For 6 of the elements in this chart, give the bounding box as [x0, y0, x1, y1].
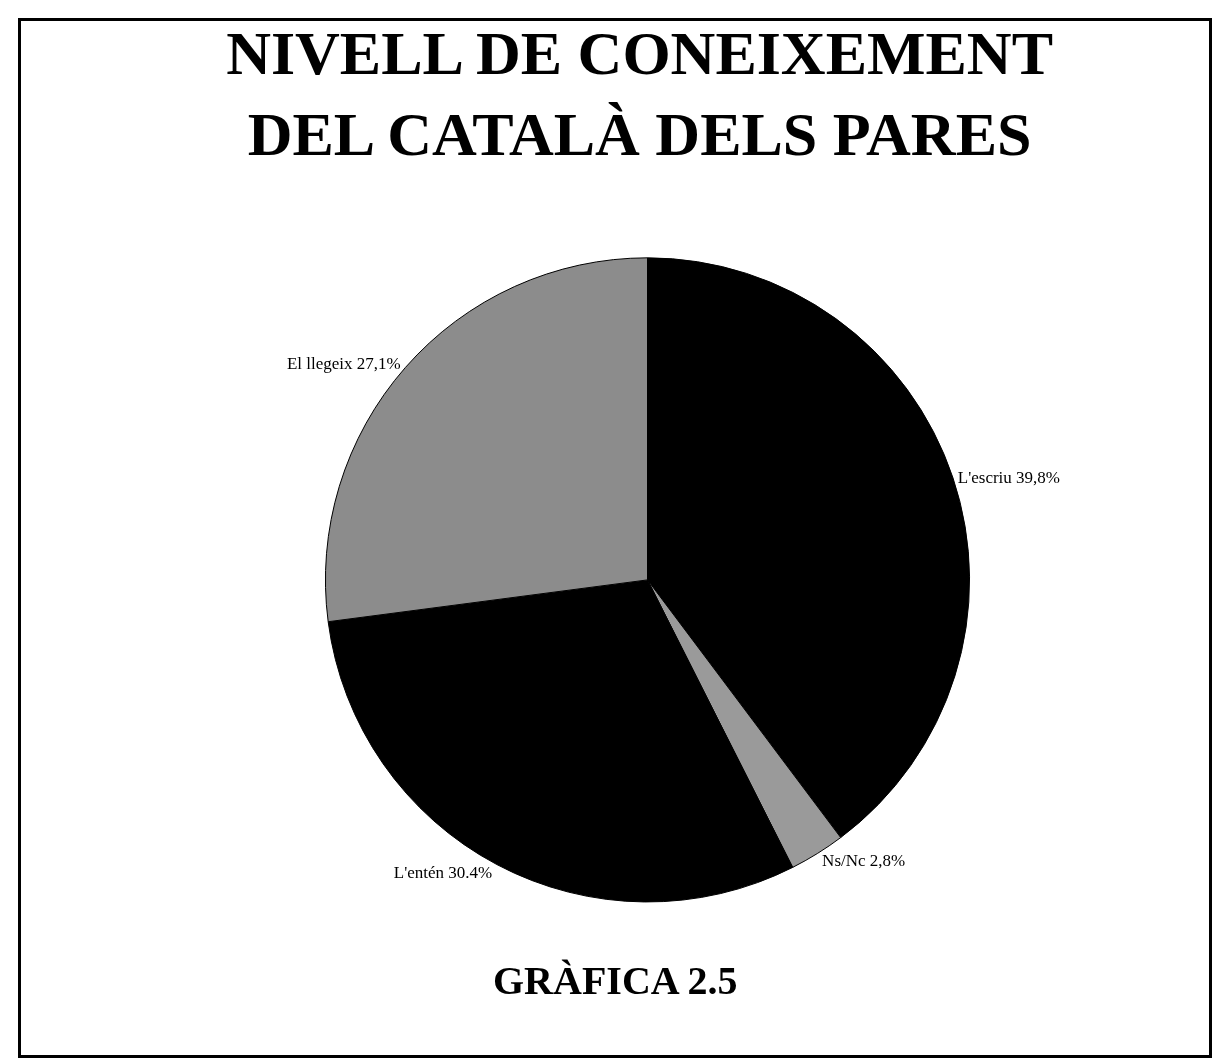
slice-label: L'entén 30.4% [393, 862, 493, 882]
slice-label: El llegeix 27,1% [286, 353, 401, 373]
text: GRÀFICA 2.5 [493, 958, 738, 1003]
slice-label: Ns/Nc 2,8% [822, 850, 906, 870]
slice-label: L'escriu 39,8% [957, 467, 1060, 487]
chart-title: NIVELL DE CONEIXEMENT DEL CATALÀ DELS PARES [226, 19, 1054, 169]
